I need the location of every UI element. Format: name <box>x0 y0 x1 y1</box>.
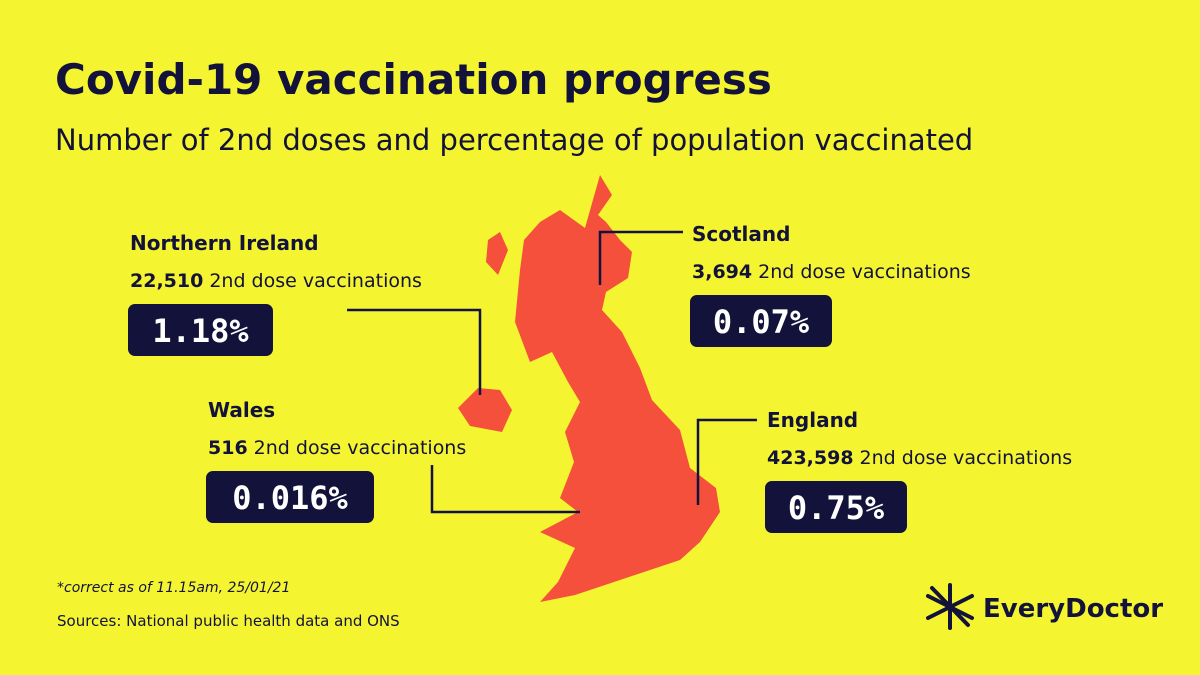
dose-line: 516 2nd dose vaccinations <box>208 437 466 459</box>
logo-text: EveryDoctor <box>983 594 1163 624</box>
dose-count: 3,694 <box>692 261 752 283</box>
dose-count: 423,598 <box>767 447 854 469</box>
subtitle: Number of 2nd doses and percentage of po… <box>55 123 973 157</box>
dose-count: 22,510 <box>130 270 203 292</box>
dose-label: 2nd dose vaccinations <box>254 437 467 459</box>
dose-label: 2nd dose vaccinations <box>860 447 1073 469</box>
leader-line <box>430 465 580 514</box>
uk-map <box>458 175 720 602</box>
percent-box <box>690 295 832 347</box>
percent: 0.75% <box>788 489 885 527</box>
regions: Northern Ireland 22,510 2nd dose vaccinati… <box>128 222 1072 533</box>
great-britain <box>515 175 720 602</box>
dose-label: 2nd dose vaccinations <box>758 261 971 283</box>
region-name: Northern Ireland <box>130 231 319 255</box>
northern-ireland <box>458 388 512 432</box>
region-name: Wales <box>208 398 275 422</box>
percent: 1.18% <box>152 312 249 350</box>
sources: Sources: National public health data and… <box>57 612 400 630</box>
dose-line: 22,510 2nd dose vaccinations <box>130 270 422 292</box>
note: *correct as of 11.15am, 25/01/21 <box>57 580 290 596</box>
percent-box <box>128 304 273 356</box>
dose-label: 2nd dose vaccinations <box>209 270 422 292</box>
islands <box>486 232 508 275</box>
leader-line <box>347 308 482 395</box>
region-name: Scotland <box>692 222 790 246</box>
percent-box <box>765 481 907 533</box>
region-name: England <box>767 408 858 432</box>
percent: 0.07% <box>713 303 810 341</box>
dose-line: 423,598 2nd dose vaccinations <box>767 447 1072 469</box>
logo-icon <box>926 583 974 630</box>
leader-line <box>696 418 757 505</box>
dose-line: 3,694 2nd dose vaccinations <box>692 261 971 283</box>
title: Covid-19 vaccination progress <box>55 55 772 104</box>
leader-line <box>598 230 683 285</box>
percent: 0.016% <box>232 479 348 517</box>
leader-lines <box>347 230 757 514</box>
dose-count: 516 <box>208 437 248 459</box>
percent-box <box>206 471 374 523</box>
